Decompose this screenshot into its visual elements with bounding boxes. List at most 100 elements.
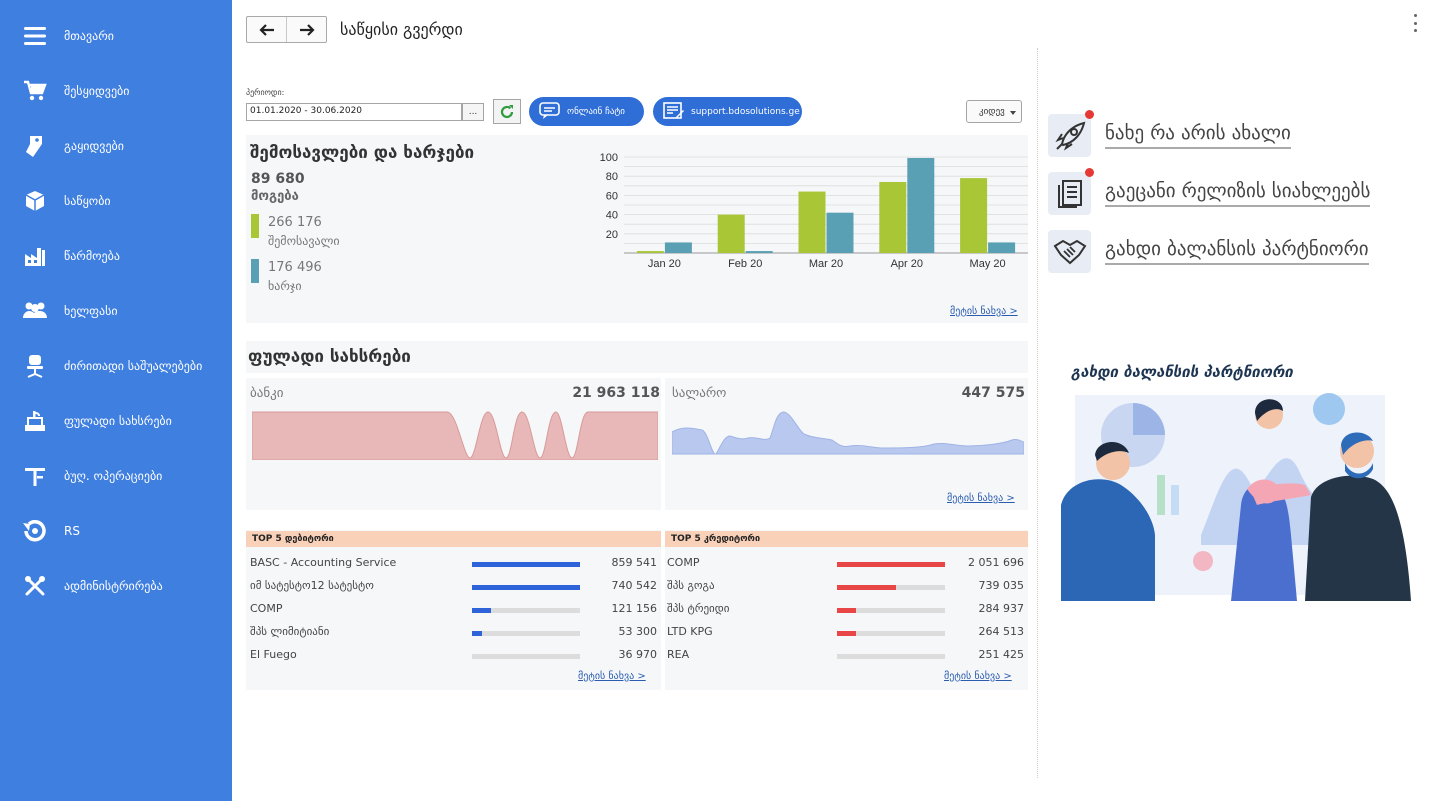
debtors-panel — [246, 530, 661, 690]
sidebar-item-cash[interactable]: ფულადი სახსრები — [0, 399, 232, 443]
sidebar-item-label: ხელფასი — [64, 304, 118, 318]
table-row[interactable]: შპს ლიმიტიანი 53 300 — [246, 621, 661, 643]
table-row[interactable]: REA 251 425 — [663, 644, 1026, 666]
table-row[interactable]: El Fuego 36 970 — [246, 644, 661, 666]
online-chat-label: ონლაინ ჩატი — [567, 106, 625, 117]
sidebar-item-label: მთავარი — [64, 29, 114, 43]
row-value: 739 035 — [978, 579, 1025, 592]
period-picker-button[interactable]: ... — [462, 103, 484, 121]
chart-bar — [960, 178, 988, 253]
back-button[interactable] — [247, 17, 286, 42]
tools-icon — [22, 573, 48, 599]
sidebar-item-purchases[interactable]: შესყიდვები — [0, 69, 232, 113]
row-name: შპს ლიმიტიანი — [250, 625, 330, 638]
chart-bar — [907, 157, 935, 253]
share-bar-fill — [472, 608, 492, 613]
more-select-value: კიდევ — [979, 106, 1005, 117]
sidebar-item-admin[interactable]: ადმინისტრირება — [0, 564, 232, 608]
cash-title-bar — [246, 341, 1028, 373]
y-tick-label: 40 — [606, 210, 618, 222]
sidebar-item-sales[interactable]: გაყიდვები — [0, 124, 232, 168]
news-item-label: გაეცანი რელიზის სიახლეებს — [1105, 180, 1371, 207]
row-value: 264 513 — [978, 625, 1025, 638]
handshake-icon — [1048, 230, 1091, 273]
row-name: BASC - Accounting Service — [250, 556, 397, 569]
sidebar-item-label: საწყობი — [64, 194, 111, 208]
sidebar-item-label: ფულადი სახსრები — [64, 414, 172, 428]
news-item-partner[interactable]: გახდი ბალანსის პარტნიორი — [1048, 230, 1408, 274]
table-row[interactable]: COMP 2 051 696 — [663, 552, 1026, 574]
profit-label: მოგება — [251, 189, 299, 204]
share-bar-track — [472, 608, 580, 613]
row-name: LTD KPG — [667, 625, 713, 638]
forward-button[interactable] — [286, 17, 326, 42]
creditors-title: TOP 5 კრედიტორი — [665, 531, 1028, 547]
x-tick-label: Jan 20 — [648, 258, 681, 270]
chevron-down-icon — [1010, 111, 1016, 115]
table-row[interactable]: COMP 121 156 — [246, 598, 661, 620]
box-icon — [22, 188, 48, 214]
sidebar-item-production[interactable]: წარმოება — [0, 234, 232, 278]
cart-icon — [22, 78, 48, 104]
chat-icon — [539, 102, 560, 119]
income-legend-swatch — [251, 214, 259, 238]
row-name: COMP — [667, 556, 700, 569]
income-value: 266 176 — [268, 215, 322, 230]
more-select[interactable]: კიდევ — [966, 100, 1022, 123]
share-bar-track — [472, 654, 580, 659]
table-row[interactable]: შპს გოგა 739 035 — [663, 575, 1026, 597]
sidebar-item-accounting[interactable]: ბუღ. ოპერაციები — [0, 454, 232, 498]
news-item-release-notes[interactable]: გაეცანი რელიზის სიახლეებს — [1048, 168, 1408, 216]
users-icon — [22, 298, 48, 324]
chart-bar — [879, 181, 907, 253]
y-tick-label: 100 — [600, 152, 618, 164]
period-label: პერიოდი: — [246, 88, 285, 97]
sidebar-item-rs[interactable]: RS — [0, 509, 232, 553]
sidebar-item-label: შესყიდვები — [64, 84, 130, 98]
creditors-more-link[interactable]: მეტის ნახვა > — [944, 671, 1012, 682]
news-item-whats-new[interactable]: ნახე რა არის ახალი — [1048, 110, 1308, 158]
table-row[interactable]: LTD KPG 264 513 — [663, 621, 1026, 643]
income-more-link[interactable]: მეტის ნახვა > — [950, 306, 1018, 317]
row-name: შპს ტრეიდი — [667, 602, 730, 615]
cash-more-link[interactable]: მეტის ნახვა > — [947, 493, 1015, 504]
sidebar-item-warehouse[interactable]: საწყობი — [0, 179, 232, 223]
chart-bar — [664, 242, 692, 253]
share-bar-fill — [837, 631, 857, 636]
support-link-button[interactable]: support.bdosolutions.ge — [653, 97, 802, 126]
income-expense-title: შემოსავლები და ხარჯები — [250, 143, 475, 163]
share-bar-fill — [472, 562, 580, 567]
debtors-more-link[interactable]: მეტის ნახვა > — [578, 671, 646, 682]
table-row[interactable]: BASC - Accounting Service 859 541 — [246, 552, 661, 574]
promo-title: გახდი ბალანსის პარტნიორი — [1071, 363, 1293, 381]
cash-register-icon — [22, 408, 48, 434]
column-divider — [1037, 48, 1038, 778]
partner-illustration — [1061, 393, 1411, 601]
y-tick-label: 60 — [606, 190, 618, 202]
chart-bar — [636, 251, 664, 253]
sidebar-item-salary[interactable]: ხელფასი — [0, 289, 232, 333]
share-bar-fill — [837, 585, 897, 590]
sidebar-item-label: ძირითადი საშუალებები — [64, 359, 203, 373]
sidebar-item-main[interactable]: მთავარი — [0, 14, 232, 58]
period-input[interactable]: 01.01.2020 - 30.06.2020 — [246, 103, 462, 121]
chart-bar — [988, 242, 1016, 253]
share-bar-fill — [472, 631, 482, 636]
row-value: 121 156 — [611, 602, 658, 615]
online-chat-button[interactable]: ონლაინ ჩატი — [529, 97, 644, 126]
share-bar-fill — [837, 608, 857, 613]
news-item-label: გახდი ბალანსის პარტნიორი — [1105, 238, 1369, 265]
table-row[interactable]: იმ სატესტო12 სატესტო 740 542 — [246, 575, 661, 597]
x-tick-label: May 20 — [970, 258, 1006, 270]
x-tick-label: Apr 20 — [891, 258, 923, 270]
sidebar-item-fixed-assets[interactable]: ძირითადი საშუალებები — [0, 344, 232, 388]
cashbox-sparkline — [672, 411, 1024, 455]
x-tick-label: Feb 20 — [728, 258, 762, 270]
row-name: REA — [667, 648, 690, 661]
more-menu-icon[interactable] — [1408, 14, 1422, 32]
x-tick-label: Mar 20 — [809, 258, 843, 270]
notification-dot — [1085, 168, 1094, 177]
refresh-button[interactable] — [493, 99, 521, 124]
table-row[interactable]: შპს ტრეიდი 284 937 — [663, 598, 1026, 620]
